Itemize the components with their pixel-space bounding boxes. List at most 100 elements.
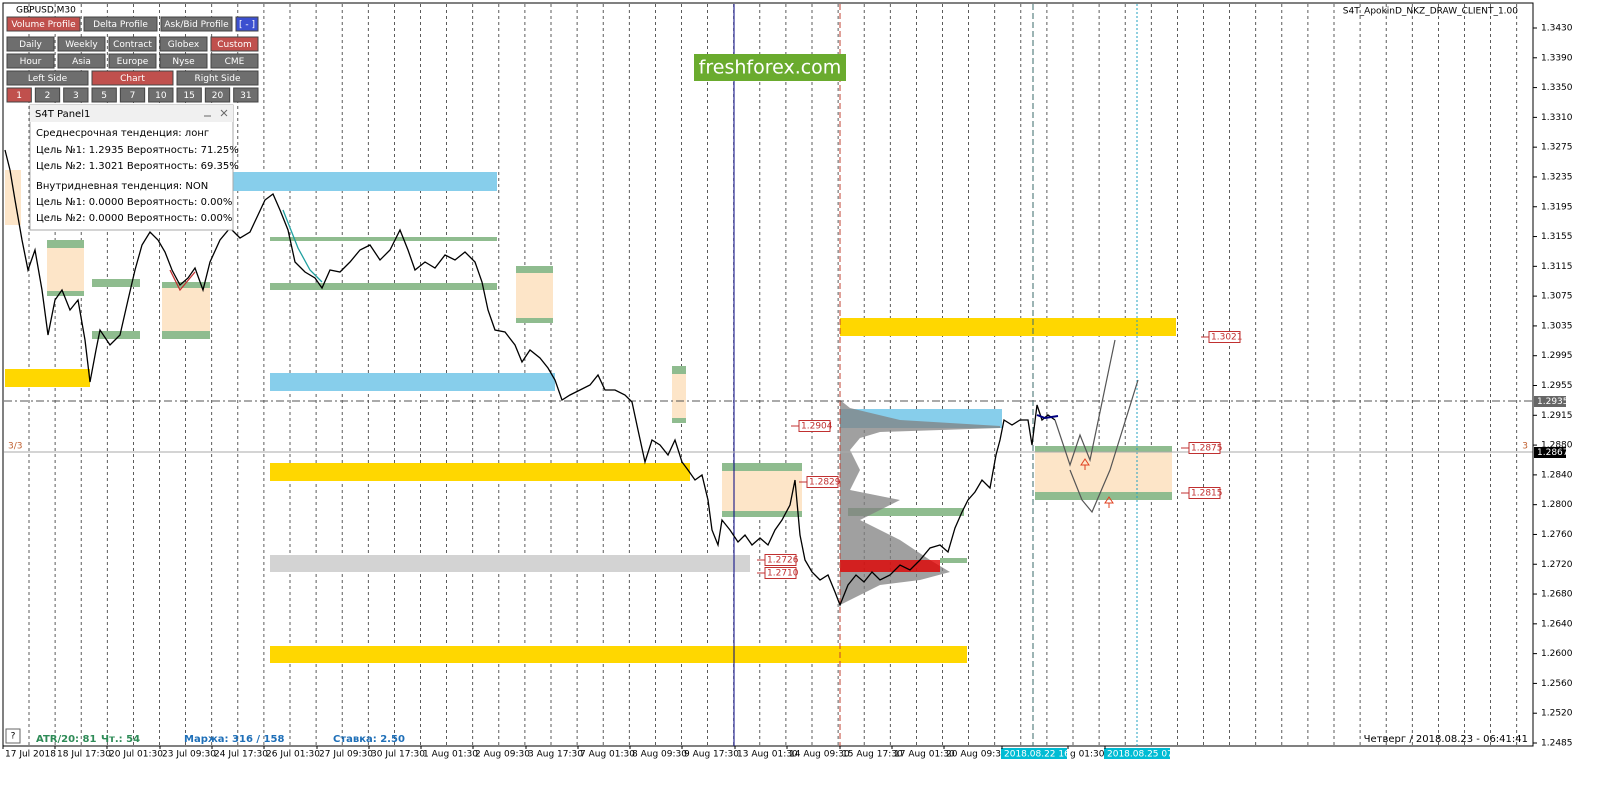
level bbox=[516, 266, 553, 273]
toolbar-button[interactable]: Delta Profile bbox=[83, 16, 158, 32]
toolbar-button[interactable]: 20 bbox=[204, 87, 231, 103]
help-button[interactable] bbox=[5, 728, 21, 744]
toolbar-button[interactable]: 2 bbox=[34, 87, 61, 103]
toolbar-button[interactable]: 3 bbox=[63, 87, 89, 103]
button-face[interactable] bbox=[210, 53, 259, 69]
button-face[interactable] bbox=[6, 53, 55, 69]
button-label[interactable]: Ask/Bid Profile bbox=[164, 20, 229, 30]
tag-box bbox=[798, 420, 831, 432]
button-label[interactable]: Nyse bbox=[172, 57, 195, 67]
button-face[interactable] bbox=[235, 16, 259, 32]
button-label[interactable]: 20 bbox=[212, 91, 224, 101]
button-label[interactable]: Contract bbox=[113, 40, 152, 50]
button-label[interactable]: Delta Profile bbox=[93, 20, 148, 30]
trend-segment bbox=[1036, 414, 1059, 420]
time-label: 20 Aug 09:30 bbox=[946, 750, 1007, 760]
button-label[interactable]: Weekly bbox=[65, 40, 98, 50]
button-face[interactable] bbox=[204, 87, 231, 103]
price-label: 1.2800 bbox=[1541, 500, 1573, 510]
button-face[interactable] bbox=[34, 87, 61, 103]
toolbar-button[interactable]: Custom bbox=[210, 36, 259, 52]
button-label[interactable]: Europe bbox=[117, 57, 149, 67]
level bbox=[516, 318, 553, 323]
tag-box bbox=[806, 476, 839, 488]
button-label[interactable]: Daily bbox=[19, 40, 42, 50]
toolbar-button[interactable]: Ask/Bid Profile bbox=[160, 16, 233, 32]
toolbar-button[interactable]: 5 bbox=[91, 87, 117, 103]
tag-box bbox=[764, 554, 797, 566]
toolbar-button[interactable]: 31 bbox=[233, 87, 259, 103]
button-face[interactable] bbox=[176, 87, 202, 103]
toolbar-button[interactable]: Hour bbox=[6, 53, 55, 69]
button-face[interactable] bbox=[6, 70, 89, 86]
toolbar-button[interactable]: 1 bbox=[6, 87, 32, 103]
toolbar-button[interactable]: [ - ] bbox=[235, 16, 259, 32]
button-label[interactable]: 15 bbox=[183, 91, 194, 101]
button-face[interactable] bbox=[108, 53, 157, 69]
button-face[interactable] bbox=[210, 36, 259, 52]
time-label: 8 Aug 09:30 bbox=[632, 750, 687, 760]
button-face[interactable] bbox=[63, 87, 89, 103]
button-label[interactable]: Left Side bbox=[28, 74, 68, 84]
button-face[interactable] bbox=[233, 87, 259, 103]
time-label: 26 Jul 01:30 bbox=[266, 750, 320, 760]
button-label[interactable]: Globex bbox=[168, 40, 200, 50]
button-label[interactable]: 10 bbox=[155, 91, 167, 101]
toolbar-button[interactable]: 15 bbox=[176, 87, 202, 103]
toolbar-button[interactable]: Right Side bbox=[176, 70, 259, 86]
button-label[interactable]: Hour bbox=[20, 57, 42, 67]
toolbar-button[interactable]: Daily bbox=[6, 36, 55, 52]
button-face[interactable] bbox=[159, 53, 208, 69]
toolbar-button[interactable]: 10 bbox=[148, 87, 174, 103]
toolbar-button[interactable]: Volume Profile bbox=[6, 16, 81, 32]
button-face[interactable] bbox=[148, 87, 174, 103]
button-label[interactable]: Volume Profile bbox=[11, 20, 76, 30]
toolbar-button[interactable]: Europe bbox=[108, 53, 157, 69]
level bbox=[940, 558, 967, 563]
button-label[interactable]: 1 bbox=[16, 91, 22, 101]
button-face[interactable] bbox=[91, 70, 174, 86]
button-face[interactable] bbox=[6, 16, 81, 32]
button-face[interactable] bbox=[91, 87, 117, 103]
toolbar-button[interactable]: Contract bbox=[108, 36, 157, 52]
toolbar-button[interactable]: CME bbox=[210, 53, 259, 69]
toolbar-button[interactable]: Left Side bbox=[6, 70, 89, 86]
button-label[interactable]: Right Side bbox=[194, 74, 240, 84]
button-face[interactable] bbox=[57, 36, 106, 52]
button-label[interactable]: 2 bbox=[45, 91, 51, 101]
button-label[interactable]: 5 bbox=[101, 91, 107, 101]
toolbar-button[interactable]: Chart bbox=[91, 70, 174, 86]
price-label: 1.2680 bbox=[1541, 590, 1573, 600]
toolbar-button[interactable]: Nyse bbox=[159, 53, 208, 69]
target-price-box bbox=[1534, 396, 1566, 407]
toolbar-button[interactable]: Weekly bbox=[57, 36, 106, 52]
button-face[interactable] bbox=[159, 36, 208, 52]
button-label[interactable]: 7 bbox=[130, 91, 136, 101]
button-face[interactable] bbox=[83, 16, 158, 32]
panel-title: S4T Panel1 bbox=[35, 109, 90, 120]
toolbar-button[interactable]: Asia bbox=[57, 53, 106, 69]
zone bbox=[162, 287, 210, 338]
price-label: 1.3115 bbox=[1541, 262, 1573, 272]
button-face[interactable] bbox=[6, 87, 32, 103]
price-label: 1.2720 bbox=[1541, 560, 1573, 570]
button-face[interactable] bbox=[57, 53, 106, 69]
button-label[interactable]: 31 bbox=[240, 91, 251, 101]
price-label: 1.2520 bbox=[1541, 709, 1573, 719]
button-face[interactable] bbox=[119, 87, 146, 103]
button-label[interactable]: Asia bbox=[72, 57, 91, 67]
level bbox=[162, 282, 210, 288]
button-label[interactable]: [ - ] bbox=[239, 20, 255, 30]
button-face[interactable] bbox=[6, 36, 55, 52]
button-label[interactable]: CME bbox=[225, 57, 245, 67]
tag-box bbox=[1188, 487, 1221, 499]
toolbar-button[interactable]: Globex bbox=[159, 36, 208, 52]
button-label[interactable]: Chart bbox=[120, 74, 145, 84]
button-label[interactable]: Custom bbox=[217, 40, 251, 50]
close-button[interactable] bbox=[220, 109, 228, 117]
button-face[interactable] bbox=[108, 36, 157, 52]
button-label[interactable]: 3 bbox=[73, 91, 79, 101]
button-face[interactable] bbox=[160, 16, 233, 32]
button-face[interactable] bbox=[176, 70, 259, 86]
toolbar-button[interactable]: 7 bbox=[119, 87, 146, 103]
